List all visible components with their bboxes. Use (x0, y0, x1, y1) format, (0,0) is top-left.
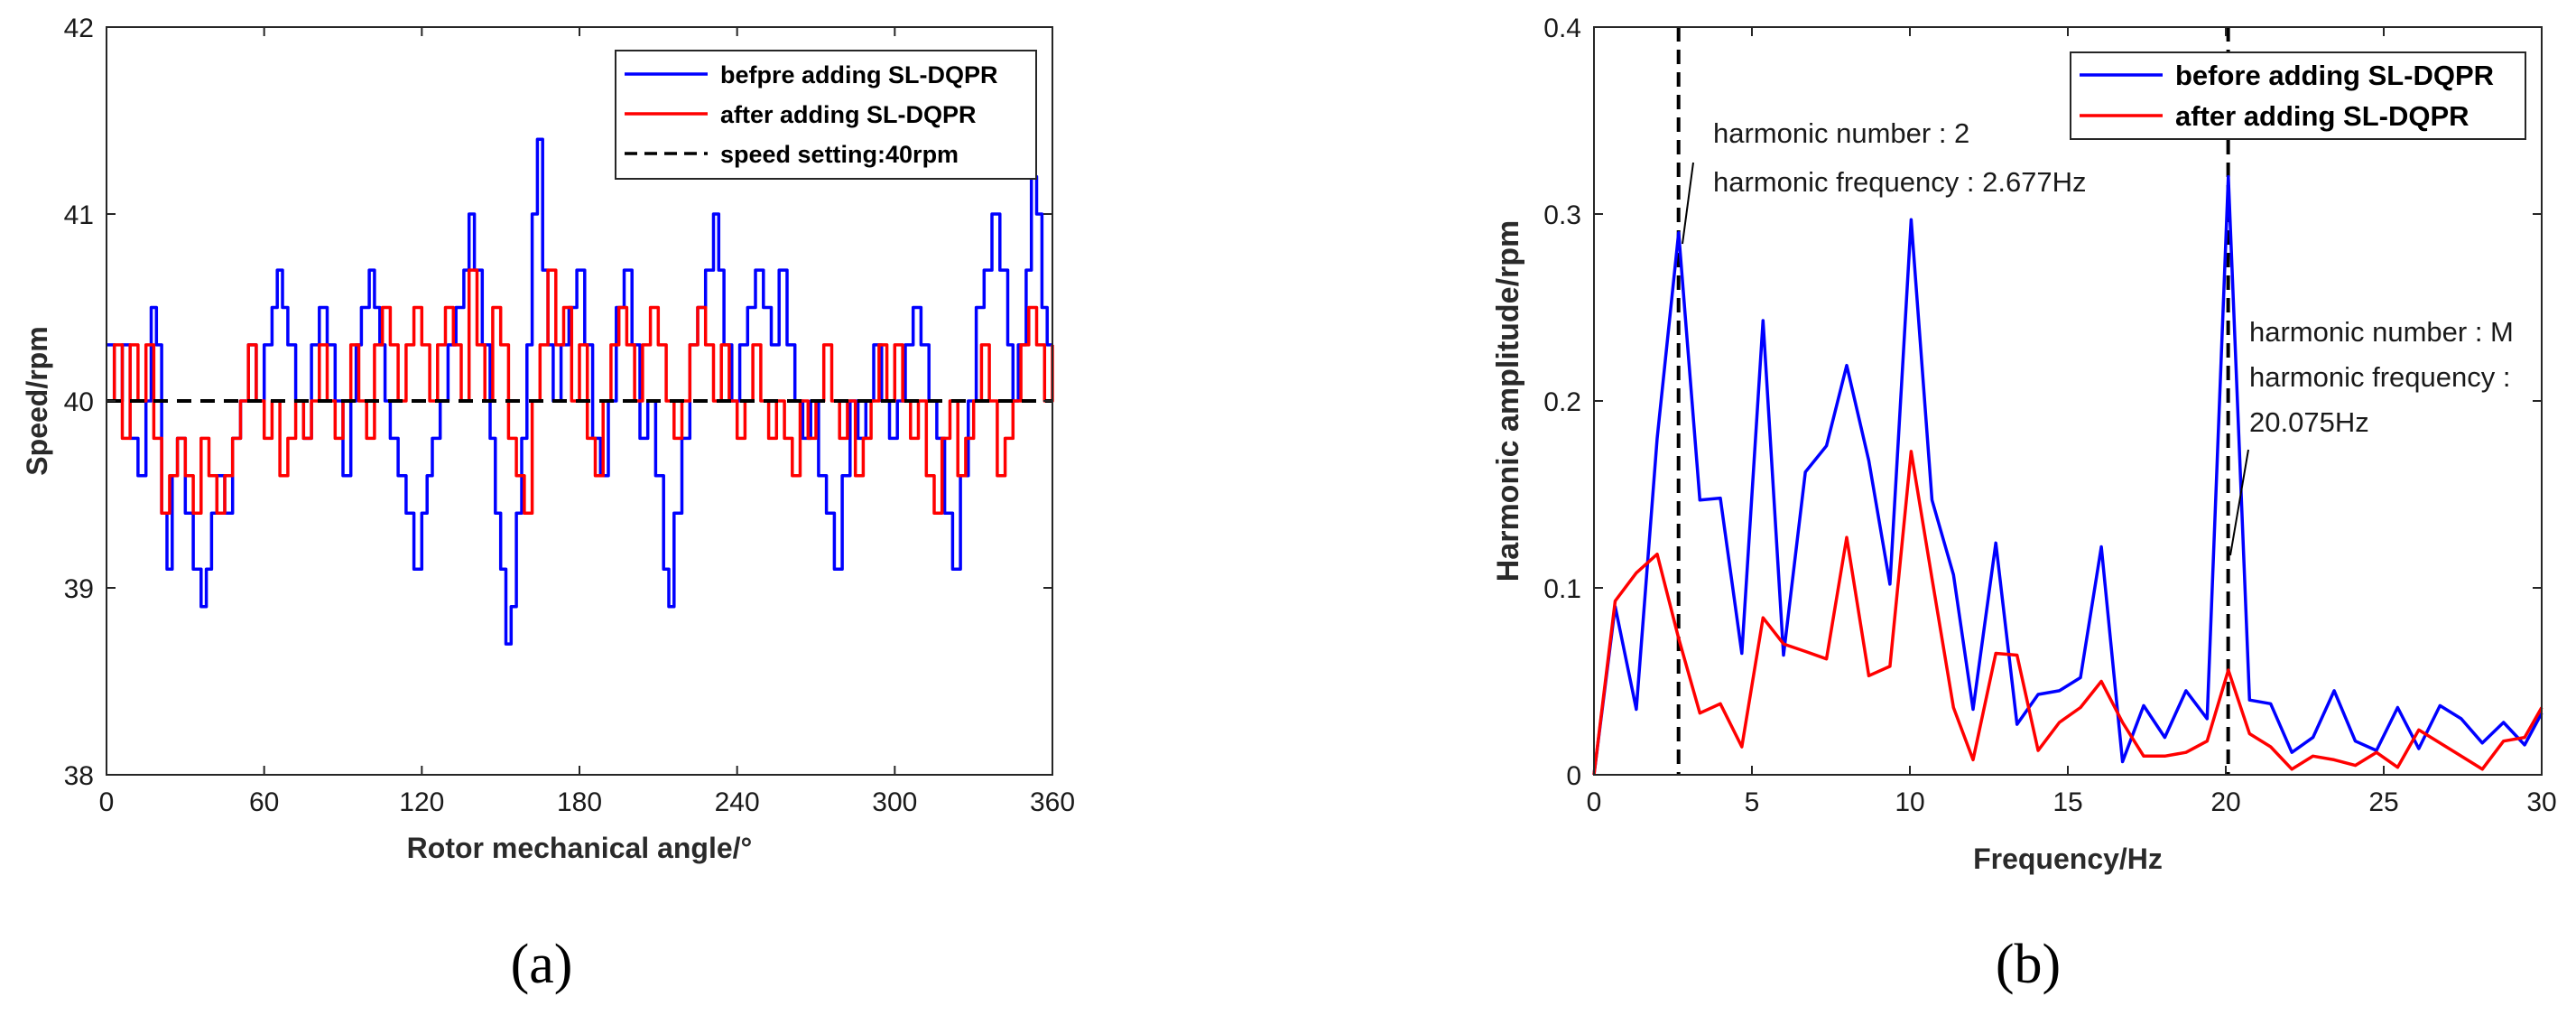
x-tick-label-6: 30 (2526, 787, 2556, 817)
annotation-m-line3: 20.075Hz (2249, 406, 2369, 438)
series-line-1 (107, 268, 1054, 515)
annotation-m-line1: harmonic number : M (2249, 316, 2514, 348)
chart-b-ylabel: Harmonic amplitude/rpm (1491, 220, 1525, 582)
y-tick-label-4: 0.4 (1543, 14, 1581, 43)
chart-a-series-group (107, 137, 1054, 646)
y-tick-label-3: 0.3 (1543, 200, 1581, 230)
legend-label-before: befpre adding SL-DQPR (720, 61, 998, 88)
x-tick-label-1: 60 (249, 787, 279, 817)
legend-b-label-before: before adding SL-DQPR (2175, 60, 2494, 91)
chart-a-xlabel: Rotor mechanical angle/° (407, 832, 753, 864)
x-tick-label-0: 0 (1587, 787, 1602, 817)
chart-b-frame (1593, 26, 2543, 776)
legend-label-speed-setting: speed setting:40rpm (720, 141, 959, 168)
x-tick-label-2: 10 (1895, 787, 1924, 817)
x-tick-label-3: 15 (2052, 787, 2082, 817)
legend-label-after: after adding SL-DQPR (720, 101, 977, 128)
annotation-2-line1: harmonic number : 2 (1713, 117, 1969, 149)
chart-a-frame (106, 26, 1053, 776)
annotation-m-line2: harmonic frequency : (2249, 361, 2510, 393)
annotation-arrow-2 (1682, 162, 1694, 245)
x-tick-label-6: 360 (1030, 787, 1075, 817)
y-tick-label-2: 40 (64, 387, 94, 417)
chart-a-ylabel: Speed/rpm (21, 326, 53, 475)
y-tick-label-0: 0 (1566, 761, 1581, 791)
panel-label-b: (b) (1996, 934, 2061, 995)
chart-b-background (1594, 27, 2542, 775)
chart-b-legend: before adding SL-DQPR after adding SL-DQ… (2070, 51, 2526, 140)
y-tick-label-4: 42 (64, 14, 94, 43)
x-tick-label-2: 120 (399, 787, 444, 817)
y-tick-label-3: 41 (64, 200, 94, 230)
chart-b-xlabel: Frequency/Hz (1973, 843, 2163, 875)
chart-b-ticks-group: 0 5 10 15 20 25 30 0 0.1 0.2 0.3 0.4 (1543, 14, 2556, 817)
x-tick-label-0: 0 (99, 787, 115, 817)
x-tick-label-4: 240 (715, 787, 760, 817)
series-line-0 (1592, 174, 2544, 776)
annotation-harmonic-2: harmonic number : 2 harmonic frequency :… (1682, 117, 2087, 245)
y-tick-label-2: 0.2 (1543, 387, 1581, 417)
series-line-1 (1592, 450, 2544, 776)
chart-b-legend-box (2070, 51, 2526, 140)
chart-a: 0 60 120 180 240 300 360 38 39 40 41 42 Rotor mecha… (21, 14, 1075, 864)
x-tick-label-5: 25 (2368, 787, 2398, 817)
x-tick-label-1: 5 (1745, 787, 1760, 817)
chart-b: 0 5 10 15 20 25 30 0 0.1 0.2 0.3 0.4 Frequency/Hz H… (1491, 14, 2557, 875)
chart-b-series-group (1592, 174, 2544, 776)
legend-b-label-after: after adding SL-DQPR (2175, 100, 2469, 132)
x-tick-label-3: 180 (557, 787, 602, 817)
annotation-harmonic-m: harmonic number : M harmonic frequency :… (2229, 316, 2514, 556)
annotation-2-line2: harmonic frequency : 2.677Hz (1713, 166, 2087, 198)
panel-label-a: (a) (511, 934, 573, 995)
annotation-arrow-m (2229, 449, 2249, 556)
chart-a-ticks-group: 0 60 120 180 240 300 360 38 39 40 41 42 (64, 14, 1075, 817)
y-tick-label-1: 0.1 (1543, 574, 1581, 604)
y-tick-label-0: 38 (64, 761, 94, 791)
x-tick-label-5: 300 (872, 787, 917, 817)
chart-a-legend: befpre adding SL-DQPR after adding SL-DQ… (615, 50, 1037, 180)
y-tick-label-1: 39 (64, 574, 94, 604)
chart-b-vertical-lines (1676, 27, 2230, 775)
x-tick-label-4: 20 (2210, 787, 2240, 817)
